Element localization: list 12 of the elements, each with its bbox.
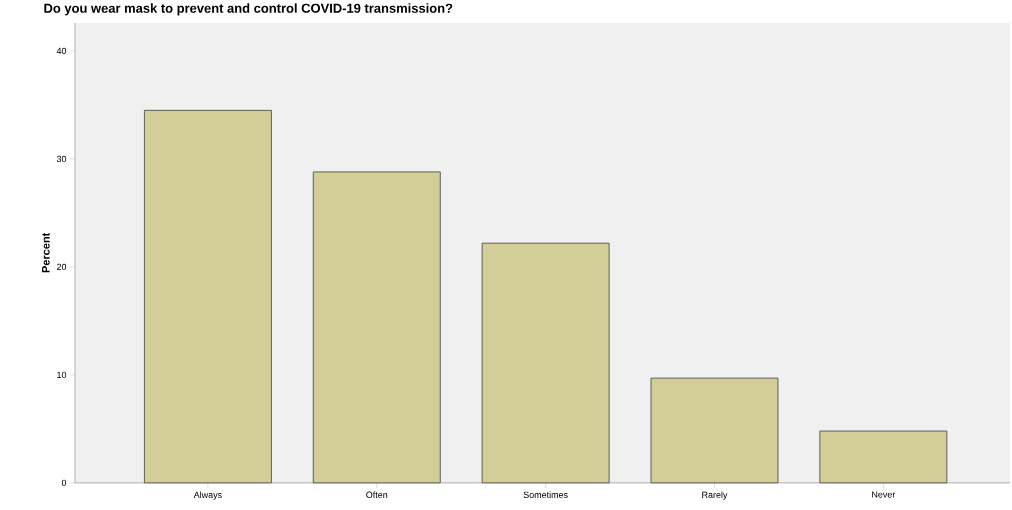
- y-tick-label: 10: [57, 371, 67, 379]
- x-tick-label: Sometimes: [523, 491, 568, 499]
- x-tick-label: Rarely: [702, 491, 728, 500]
- y-tick-label: 20: [56, 263, 67, 271]
- y-tick-label: 0: [61, 479, 67, 487]
- x-tick-label: Never: [872, 491, 896, 498]
- y-axis-title: Percent: [42, 232, 50, 273]
- y-tick-label: 30: [56, 155, 67, 163]
- chart-title: Do you wear mask to prevent and control COVID-19 transmission?: [44, 3, 453, 16]
- x-tick-label: Often: [366, 491, 388, 499]
- x-tick-label: Always: [193, 491, 222, 500]
- y-tick-label: 40: [56, 47, 67, 55]
